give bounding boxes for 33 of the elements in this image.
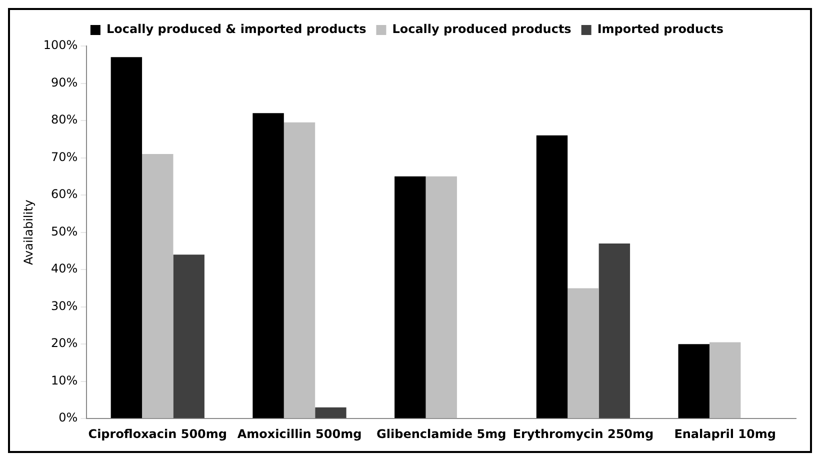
bar (142, 154, 174, 418)
y-tick-label: 0% (58, 410, 78, 425)
y-tick-label: 30% (51, 298, 78, 313)
bar (284, 122, 316, 418)
legend-label: Imported products (597, 22, 724, 36)
bar (426, 176, 457, 418)
y-tick-label: 20% (51, 336, 78, 350)
y-tick-label: 90% (51, 75, 78, 90)
y-tick-label: 40% (51, 262, 78, 276)
y-tick-label: 60% (51, 187, 78, 202)
y-tick-label: 50% (51, 224, 78, 238)
x-tick-label: Glibenclamide 5mg (376, 426, 506, 441)
bar (394, 176, 426, 418)
legend-label: Locally produced & imported products (106, 22, 366, 36)
y-tick-label: 80% (51, 112, 78, 127)
x-tick-label: Erythromycin 250mg (512, 426, 654, 441)
y-tick-label: 10% (51, 373, 78, 388)
bar (536, 135, 568, 418)
bar (110, 57, 142, 418)
x-tick-label: Enalapril 10mg (674, 426, 776, 441)
bar (709, 342, 741, 418)
bar (173, 254, 204, 418)
bar (678, 344, 710, 418)
bar (315, 407, 346, 418)
x-tick-label: Ciprofloxacin 500mg (88, 426, 228, 441)
bar (568, 288, 599, 418)
y-tick-label: 70% (51, 150, 78, 164)
legend-label: Locally produced products (392, 22, 572, 36)
bar (252, 113, 284, 418)
x-tick-label: Amoxicillin 500mg (237, 426, 362, 441)
y-tick-label: 100% (43, 38, 78, 52)
y-axis-title: Availability (21, 200, 36, 266)
bar (598, 243, 630, 418)
